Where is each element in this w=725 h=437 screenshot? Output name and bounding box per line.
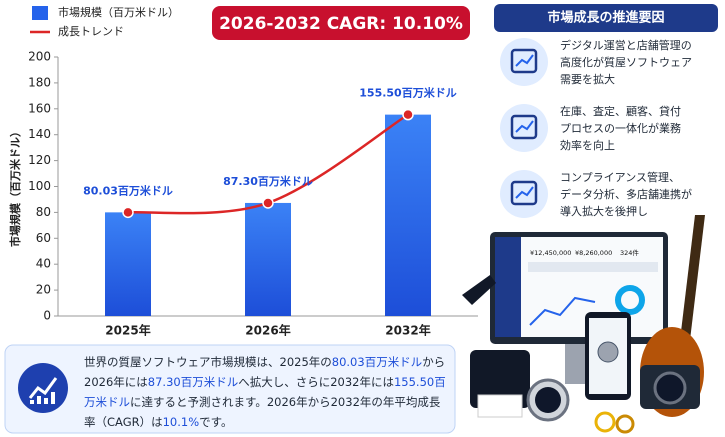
summary-segment: 世界の質屋ソフトウェア市場規模は、2025年の <box>84 355 332 369</box>
bar <box>105 212 151 316</box>
summary-segment: に達すると予測されます。2026年から2032年の年平均成長率（CAGR）は <box>84 395 441 429</box>
drivers-header-bg <box>494 4 718 32</box>
summary-highlight: 80.03百万米ドル <box>331 355 423 369</box>
value-label: 80.03百万米ドル <box>83 183 173 197</box>
bar <box>245 202 291 316</box>
summary-highlight: 155.50百万米ドル <box>84 375 446 409</box>
ring <box>615 414 635 434</box>
screen-donut <box>615 285 645 315</box>
camera-lens <box>653 371 687 405</box>
driver-icon-mark <box>515 120 534 133</box>
legend-label: 市場規模（百万米ドル） <box>58 5 179 19</box>
y-tick-label: 140 <box>28 127 51 141</box>
summary-icon <box>18 363 68 413</box>
summary-icon-bar <box>44 398 48 404</box>
summary-box <box>4 344 456 434</box>
y-tick-label: 80 <box>36 205 51 219</box>
screen-value: ¥12,450,000 <box>530 249 571 257</box>
x-tick-label: 2032年 <box>385 323 430 338</box>
driver-text: 需要を拡大 <box>560 72 615 86</box>
bar <box>385 114 431 316</box>
driver-text: 導入拡大を後押し <box>560 204 648 218</box>
driver-text: プロセスの一体化が業務 <box>560 121 681 135</box>
watch-face <box>535 387 561 413</box>
summary-text: 世界の質屋ソフトウェア市場規模は、2025年の80.03百万米ドルから2026年… <box>84 352 450 432</box>
badge-bg <box>212 6 470 40</box>
screen-value: 324件 <box>620 248 639 257</box>
x-tick-label: 2025年 <box>105 323 150 338</box>
legend-label: 成長トレンド <box>58 25 124 38</box>
drivers-title: 市場成長の推進要因 <box>547 10 664 26</box>
illustration <box>462 215 705 434</box>
driver-icon-mark <box>515 54 534 67</box>
driver-icon <box>510 114 538 140</box>
driver-text: データ分析、多店舗連携が <box>560 187 692 201</box>
cagr-badge: 2026-2032 CAGR: 10.10% <box>219 14 463 34</box>
scanner <box>462 275 496 305</box>
phone-watch <box>597 341 619 363</box>
y-axis-title: 市場規模（百万米ドル） <box>8 126 22 247</box>
y-tick-label: 160 <box>28 101 51 115</box>
driver-icon <box>510 180 538 206</box>
trend-point <box>402 108 414 121</box>
receipt <box>477 394 523 418</box>
y-tick-label: 0 <box>43 309 51 323</box>
value-label: 155.50百万米ドル <box>359 86 456 100</box>
driver-icon <box>510 48 538 74</box>
driver-text: デジタル運営と店舗管理の <box>560 38 692 52</box>
screen-bar <box>528 262 658 272</box>
summary-icon-bar <box>30 400 34 404</box>
y-tick-label: 20 <box>36 283 51 297</box>
driver-text: 効率を向上 <box>560 138 615 152</box>
guitar-neck <box>680 215 705 340</box>
trend-point <box>262 197 274 209</box>
printer <box>470 350 530 408</box>
trend-point <box>122 206 134 219</box>
summary-segment: へ拡大し、さらに2032年には <box>238 375 394 389</box>
y-tick-label: 200 <box>28 50 51 64</box>
summary-segment: です。 <box>199 415 233 429</box>
y-tick-label: 180 <box>28 75 51 89</box>
driver-text: 高度化が質屋ソフトウェア <box>560 55 692 69</box>
summary-segment: から2026年には <box>84 355 446 389</box>
legend-swatch <box>32 6 48 20</box>
y-tick-label: 100 <box>28 179 51 193</box>
summary-icon-arrow <box>28 377 58 399</box>
summary-highlight: 10.1% <box>162 415 200 429</box>
y-tick-label: 40 <box>36 257 51 271</box>
driver-text: コンプライアンス管理、 <box>560 170 680 184</box>
screen-value: ¥8,260,000 <box>575 249 612 257</box>
ring <box>594 411 616 433</box>
driver-text: 在庫、査定、顧客、貸付 <box>560 104 681 118</box>
y-tick-label: 60 <box>36 231 51 245</box>
screen-sidebar <box>495 237 521 337</box>
y-tick-label: 120 <box>28 153 51 167</box>
screen-chart <box>529 296 596 326</box>
value-label: 87.30百万米ドル <box>223 174 313 188</box>
summary-highlight: 87.30百万米ドル <box>147 375 239 389</box>
summary-icon-bar <box>51 392 55 404</box>
driver-icon-mark <box>515 186 534 199</box>
summary-icon-bar <box>37 396 41 404</box>
x-tick-label: 2026年 <box>245 323 290 338</box>
